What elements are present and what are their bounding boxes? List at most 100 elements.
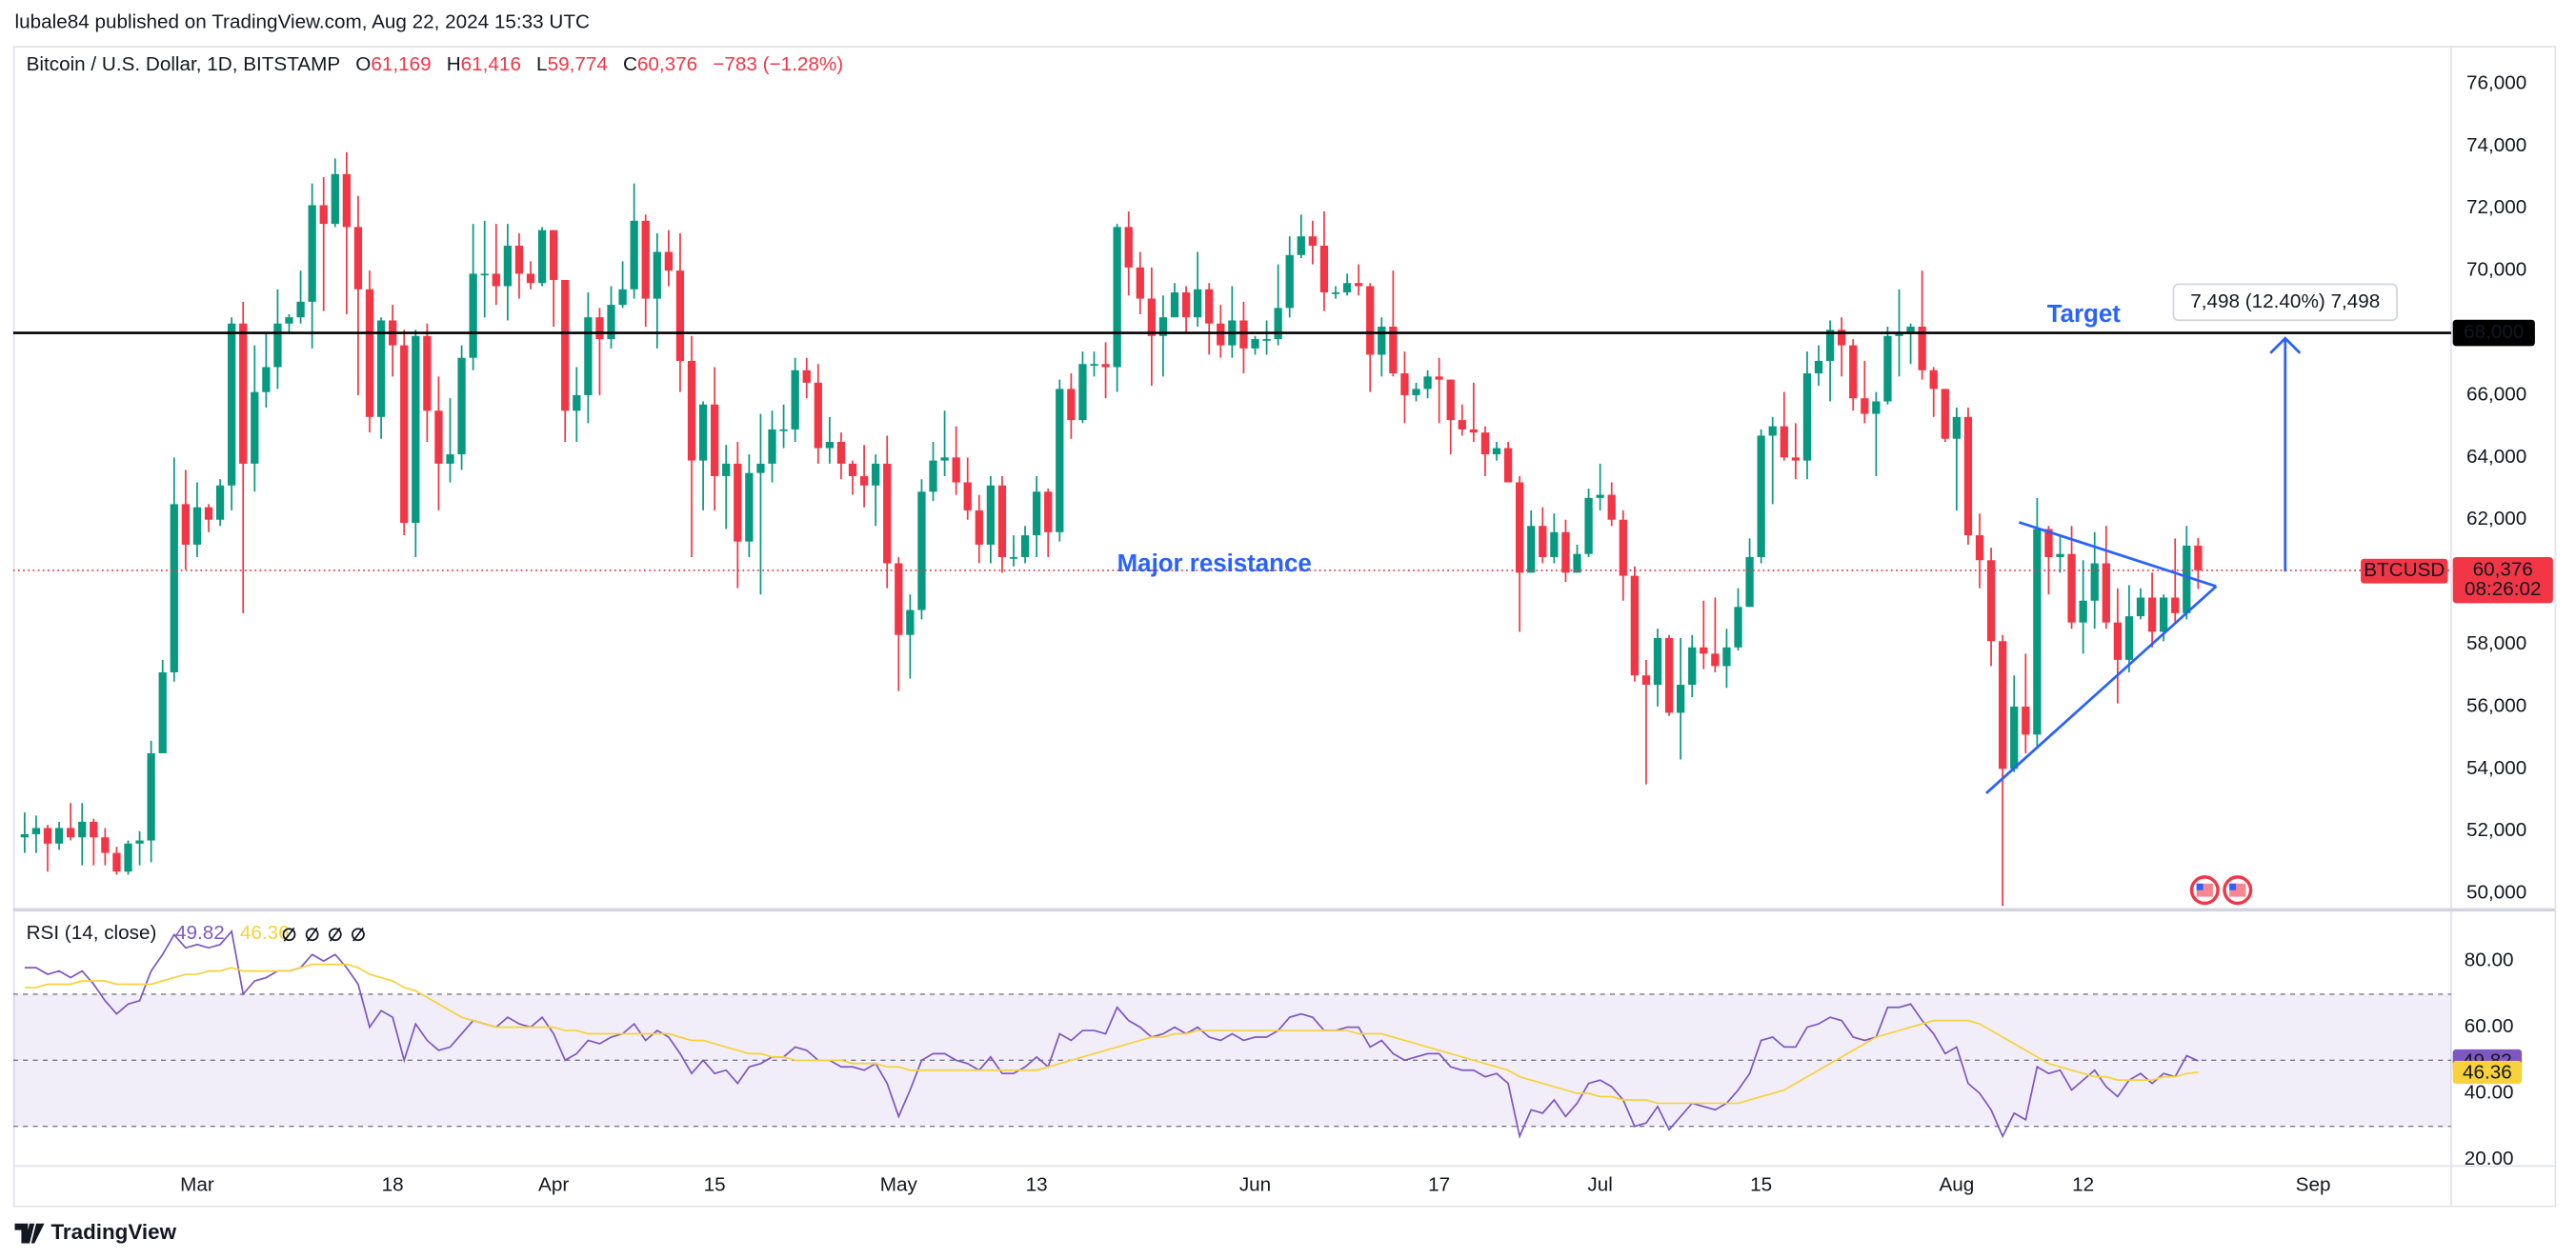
candle-body (1308, 236, 1318, 246)
candle-body (687, 360, 696, 461)
candle-body (1757, 435, 1765, 557)
candle-body (1435, 376, 1443, 380)
candle-body (228, 323, 236, 486)
annotation: Major resistance (1117, 550, 1312, 577)
candle-body (1446, 379, 1455, 421)
candle-body (124, 843, 132, 872)
rsi-tick-label: 60.00 (2465, 1015, 2514, 1037)
frame (12, 46, 2557, 1208)
candle-body (836, 441, 846, 464)
candle-body (1745, 556, 1754, 608)
candle-body (906, 610, 915, 635)
candle-body (412, 335, 420, 524)
candle-body (1078, 364, 1087, 421)
candle-body (1688, 647, 1697, 686)
candle-body (1033, 491, 1041, 536)
candle-body (1400, 373, 1409, 395)
candle-body (664, 251, 674, 271)
ohlc-key: L (536, 53, 548, 75)
candle-body (1814, 360, 1823, 374)
candle-body (2090, 563, 2099, 601)
y-tick-label: 66,000 (2466, 383, 2526, 405)
candle-body (802, 370, 811, 383)
symbol-title: Bitcoin / U.S. Dollar, 1D, BITSTAMP (27, 53, 341, 75)
candle-body (251, 391, 259, 464)
candle-body (963, 482, 972, 510)
candle-body (1297, 236, 1305, 255)
candle-body (537, 230, 547, 284)
candle-body (1158, 317, 1168, 336)
candle-body (1872, 401, 1881, 414)
candle-body (319, 205, 328, 225)
candle-body (1423, 376, 1432, 390)
candle-body (262, 367, 271, 392)
triangle-drawing (1984, 336, 2302, 794)
candle-body (756, 463, 765, 473)
candle-body (779, 429, 788, 431)
candle-body (2010, 706, 2019, 769)
candle-body (872, 463, 880, 486)
candle-body (342, 173, 352, 228)
rsi-pane (12, 929, 2451, 1139)
y-tick-label: 76,000 (2466, 71, 2526, 93)
y-tick-label: 70,000 (2466, 259, 2526, 281)
candle-body (595, 317, 604, 340)
candle-body (1090, 364, 1098, 366)
candle-body (1285, 254, 1294, 309)
candle-body (1573, 553, 1581, 573)
hline-label: 68,000 (2464, 321, 2524, 343)
measure-box (2172, 283, 2398, 322)
candle-body (618, 289, 627, 306)
candle-body (1342, 283, 1352, 293)
rsi-tick-label: 40.00 (2465, 1081, 2514, 1103)
ohlc-value: 60,376 (637, 53, 697, 75)
candle-body (1170, 292, 1179, 318)
candle-body (2067, 553, 2076, 623)
candle-body (1492, 448, 1501, 455)
last-price-box (2452, 557, 2553, 604)
candle-body (1929, 370, 1938, 390)
candle-body (1802, 373, 1812, 461)
candle-body (1516, 482, 1524, 573)
candle-body (1274, 308, 1282, 340)
x-tick-label: Jun (1239, 1174, 1271, 1196)
candle-body (526, 273, 535, 284)
candle-body (1838, 330, 1846, 346)
x-tick-label: 15 (1750, 1174, 1772, 1196)
x-tick-label: 12 (2072, 1174, 2094, 1196)
candle-body (20, 833, 30, 838)
candle-body (1975, 535, 1984, 561)
candle-body (1527, 526, 1536, 573)
candle-body (54, 828, 64, 844)
candle-body (2113, 622, 2123, 660)
axes: Mar 18 Apr 15 May 13 Jun 17 Jul 15 Aug 12 Sep 50,000 5… (180, 71, 2553, 1196)
candle-body (376, 320, 386, 417)
candle-body (1780, 426, 1788, 458)
candle-body (2056, 553, 2064, 557)
candle-body (1366, 286, 1375, 355)
rsi-ma-line (24, 963, 2199, 1105)
candle-body (791, 370, 799, 430)
candle-body (285, 317, 293, 324)
ohlc-value: 61,169 (371, 53, 431, 75)
candle-body (1941, 389, 1949, 439)
candle-body (1412, 389, 1420, 395)
rsi-ma-value: 46.36 (240, 923, 290, 945)
candle-body (2079, 600, 2087, 623)
candle-body (607, 305, 615, 340)
candle-body (147, 752, 155, 841)
y-tick-label: 74,000 (2466, 134, 2526, 156)
symbol-box (2361, 558, 2448, 584)
candle-body (1999, 641, 2007, 769)
candle-body (1378, 327, 1386, 355)
candle-body (952, 457, 960, 483)
candle-body (67, 828, 75, 838)
y-tick-label: 64,000 (2466, 446, 2526, 468)
candle-body (2102, 563, 2110, 623)
candle-body (1952, 416, 1962, 439)
candle-body (135, 840, 144, 844)
candle-body (1906, 327, 1915, 333)
candle-body (1607, 494, 1616, 520)
